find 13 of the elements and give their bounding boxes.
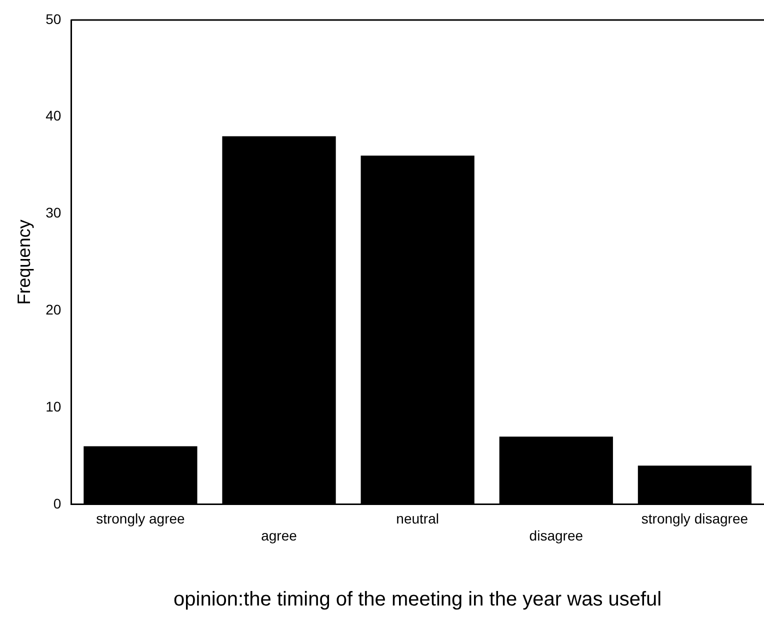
x-axis-title: opinion:the timing of the meeting in the year was useful — [174, 588, 662, 611]
y-tick-label: 30 — [46, 204, 62, 221]
x-tick-label: agree — [261, 527, 298, 544]
x-tick-label: disagree — [529, 527, 584, 544]
y-tick-label: 40 — [46, 108, 62, 124]
y-tick-label: 20 — [46, 302, 62, 318]
y-tick-label: 50 — [46, 10, 62, 27]
x-tick-label: strongly agree — [96, 510, 186, 527]
y-tick-label: 0 — [53, 495, 62, 512]
x-tick-label: neutral — [396, 510, 439, 527]
y-axis-title: Frequency — [14, 220, 34, 305]
y-tick-label: 10 — [46, 398, 62, 414]
x-tick-label: strongly disagree — [641, 510, 748, 527]
